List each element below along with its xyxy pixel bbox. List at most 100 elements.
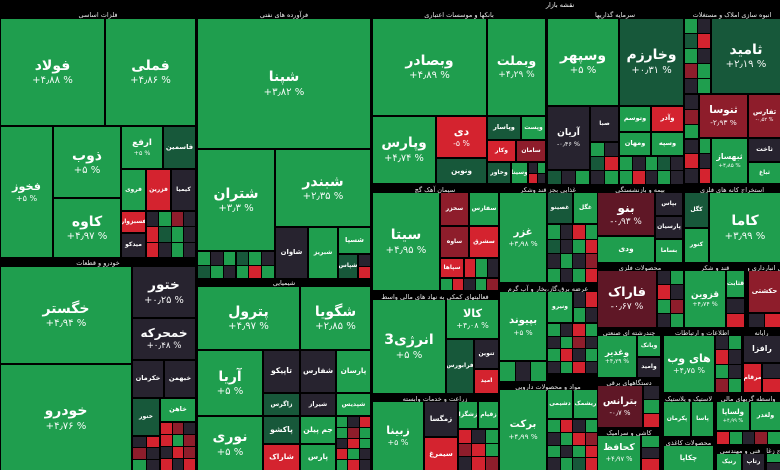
stock-cell[interactable]: غصینو [548, 193, 572, 223]
stock-cell[interactable]: فخوز +۵ % [1, 127, 52, 257]
stock-cell[interactable]: غزر +۳٫۹۸ % [500, 193, 546, 282]
mini-stock-cell[interactable] [685, 64, 697, 78]
mini-stock-cell[interactable] [698, 19, 710, 33]
mini-stock-cell[interactable] [183, 227, 195, 242]
stock-cell[interactable]: وغدیر +۴٫۲۹ % [598, 336, 636, 377]
mini-stock-cell[interactable] [585, 254, 597, 268]
stock-cell[interactable]: خبهمن [165, 361, 195, 397]
mini-stock-cell[interactable] [698, 34, 710, 48]
stock-cell[interactable]: سشرق [470, 227, 498, 257]
stock-cell[interactable]: ونوین [437, 159, 486, 183]
stock-cell[interactable]: وسینا [512, 163, 527, 183]
stock-cell[interactable]: برکت +۴٫۹۹ % [500, 390, 546, 470]
mini-stock-cell[interactable] [548, 268, 560, 282]
stock-cell[interactable]: آریا +۵ % [198, 351, 262, 415]
mini-stock-cell[interactable] [560, 458, 572, 470]
stock-cell[interactable]: شاراک [264, 445, 299, 470]
mini-stock-cell[interactable] [159, 212, 171, 227]
stock-cell[interactable]: پترول +۴٫۹۷ % [198, 287, 299, 349]
mini-stock-cell[interactable] [487, 279, 498, 290]
mini-stock-cell[interactable] [642, 436, 659, 447]
stock-cell[interactable]: چکاپا [664, 446, 713, 470]
stock-cell[interactable]: مرقام [744, 364, 761, 392]
mini-stock-cell[interactable] [171, 212, 183, 227]
mini-stock-cell[interactable] [359, 427, 370, 438]
stock-cell[interactable]: تاپیکو [264, 351, 299, 392]
mini-stock-cell[interactable] [591, 157, 604, 170]
stock-cell[interactable]: وکار [488, 141, 515, 161]
mini-stock-cell[interactable] [485, 457, 498, 470]
mini-stock-cell[interactable] [348, 449, 359, 460]
mini-stock-cell[interactable] [632, 157, 645, 170]
mini-stock-cell[interactable] [685, 169, 698, 183]
stock-cell[interactable]: شیراز [301, 394, 335, 415]
mini-stock-cell[interactable] [172, 447, 184, 458]
mini-stock-cell[interactable] [337, 438, 348, 449]
mini-stock-cell[interactable] [644, 414, 659, 427]
mini-stock-cell[interactable] [671, 171, 683, 184]
stock-cell[interactable]: وخارزم +۰٫۳۱ % [620, 19, 683, 105]
mini-stock-cell[interactable] [161, 459, 172, 470]
stock-cell[interactable]: بنو -۰٫۹۳ % [598, 193, 654, 235]
mini-stock-cell[interactable] [337, 417, 348, 427]
mini-stock-cell[interactable] [671, 313, 683, 327]
stock-cell[interactable]: بپیوند +۵ % [500, 292, 546, 360]
mini-stock-cell[interactable] [742, 432, 755, 444]
stock-cell[interactable]: ریشمک [574, 390, 597, 418]
stock-cell[interactable]: پارس [301, 445, 335, 470]
stock-cell[interactable]: سخزر [441, 193, 468, 225]
mini-stock-cell[interactable] [585, 268, 597, 282]
mini-stock-cell[interactable] [184, 459, 195, 470]
mini-stock-cell[interactable] [171, 227, 183, 242]
stock-cell[interactable]: صبا [591, 107, 618, 141]
stock-cell[interactable]: پاکشو [264, 417, 299, 443]
mini-stock-cell[interactable] [161, 423, 172, 434]
mini-stock-cell[interactable] [658, 313, 670, 327]
mini-stock-cell[interactable] [698, 49, 710, 63]
mini-stock-cell[interactable] [146, 437, 159, 448]
mini-stock-cell[interactable] [585, 445, 597, 458]
mini-stock-cell[interactable] [472, 443, 485, 457]
mini-stock-cell[interactable] [159, 227, 171, 242]
stock-cell[interactable]: پکرمان [664, 402, 690, 436]
mini-stock-cell[interactable] [529, 173, 537, 183]
mini-stock-cell[interactable] [658, 285, 670, 299]
mini-stock-cell[interactable] [585, 336, 597, 348]
mini-stock-cell[interactable] [645, 171, 658, 184]
stock-cell[interactable]: شپدیس [337, 394, 370, 415]
mini-stock-cell[interactable] [585, 324, 597, 336]
mini-stock-cell[interactable] [476, 259, 487, 277]
stock-cell[interactable]: ودی [598, 237, 654, 262]
mini-stock-cell[interactable] [161, 435, 172, 446]
stock-cell[interactable]: ثامید +۲٫۱۹ % [712, 19, 780, 93]
mini-stock-cell[interactable] [548, 361, 560, 373]
mini-stock-cell[interactable] [591, 171, 604, 184]
mini-stock-cell[interactable] [560, 324, 572, 336]
mini-stock-cell[interactable] [236, 252, 249, 265]
mini-stock-cell[interactable] [249, 252, 262, 265]
stock-cell[interactable]: امید [475, 370, 498, 393]
stock-cell[interactable]: پارسیان [656, 217, 682, 238]
mini-stock-cell[interactable] [573, 239, 585, 253]
mini-stock-cell[interactable] [716, 378, 728, 392]
mini-stock-cell[interactable] [560, 336, 572, 348]
mini-stock-cell[interactable] [729, 432, 742, 444]
mini-stock-cell[interactable] [348, 427, 359, 438]
mini-stock-cell[interactable] [172, 423, 184, 434]
mini-stock-cell[interactable] [573, 349, 585, 361]
mini-stock-cell[interactable] [585, 432, 597, 445]
mini-stock-cell[interactable] [700, 154, 710, 168]
mini-stock-cell[interactable] [763, 364, 780, 378]
mini-stock-cell[interactable] [548, 239, 560, 253]
stock-cell[interactable]: شتران +۳٫۳ % [198, 150, 274, 250]
mini-stock-cell[interactable] [729, 378, 741, 392]
mini-stock-cell[interactable] [763, 378, 780, 392]
mini-stock-cell[interactable] [700, 139, 710, 153]
mini-stock-cell[interactable] [768, 432, 780, 444]
mini-stock-cell[interactable] [459, 443, 472, 457]
stock-cell[interactable]: وپست [522, 117, 545, 139]
mini-stock-cell[interactable] [236, 265, 249, 278]
mini-stock-cell[interactable] [133, 437, 146, 448]
stock-cell[interactable]: زمگسا [425, 402, 457, 436]
stock-cell[interactable]: میدکو [122, 234, 145, 257]
